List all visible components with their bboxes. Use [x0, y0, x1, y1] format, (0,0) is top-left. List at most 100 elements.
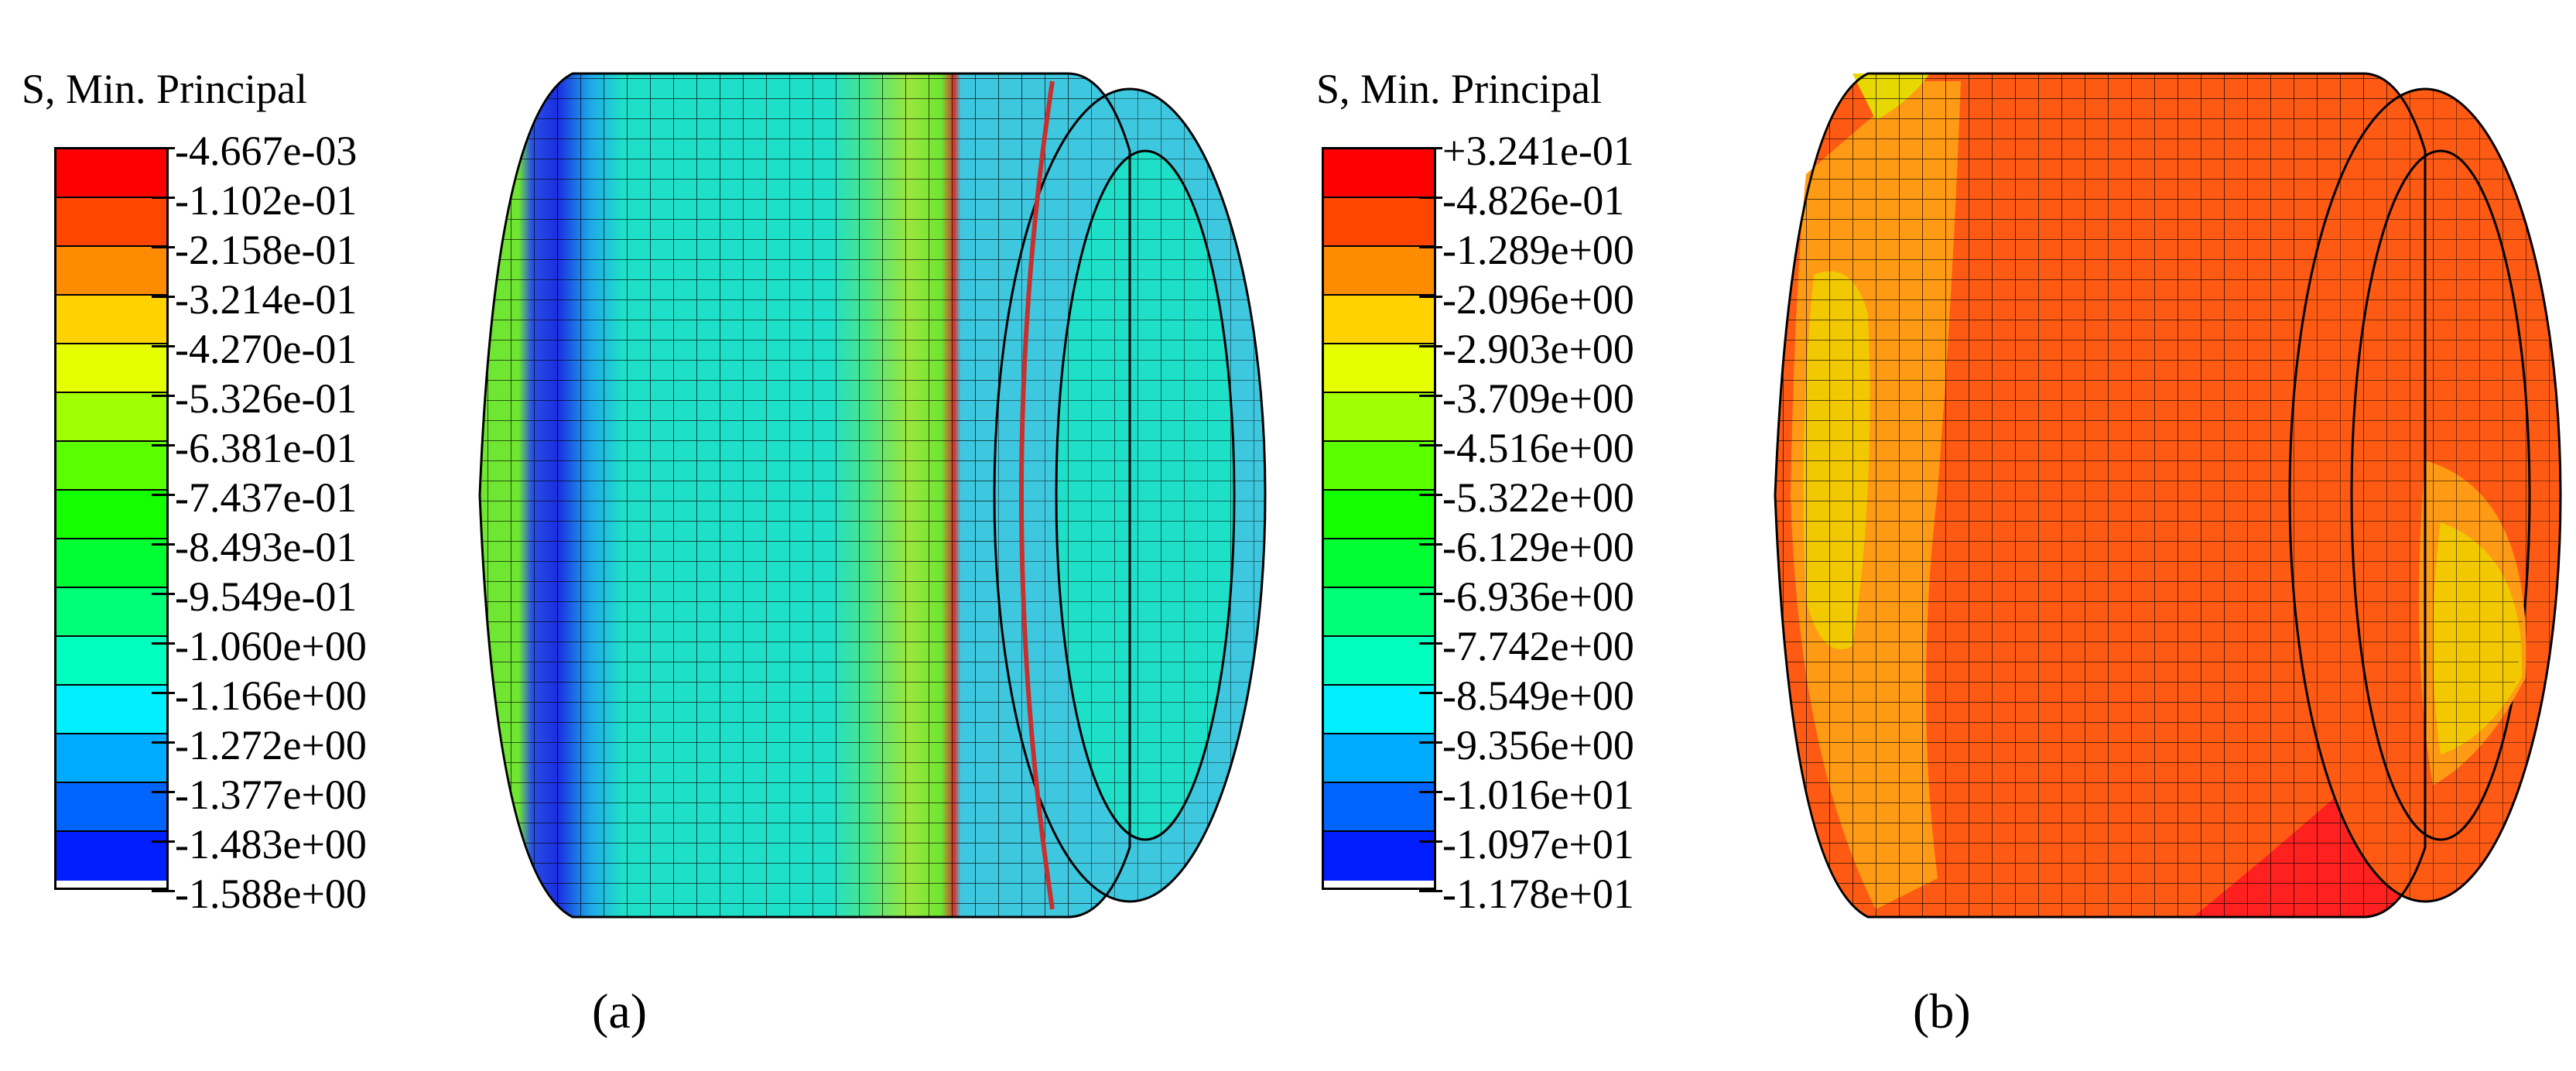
legend-value: -1.377e+00	[175, 772, 367, 818]
legend-value: -9.549e-01	[175, 573, 357, 620]
legend-tick	[152, 791, 175, 793]
legend-value: -6.381e-01	[175, 425, 357, 471]
legend-value: -1.102e-01	[175, 177, 357, 224]
legend-swatch	[1324, 149, 1434, 198]
legend-value: -1.060e+00	[175, 623, 367, 669]
legend-value: -4.516e+00	[1442, 425, 1634, 471]
legend-swatch	[56, 442, 166, 491]
legend-swatch	[56, 296, 166, 344]
legend-swatch	[1324, 393, 1434, 442]
legend-tick	[152, 692, 175, 694]
legend-tick	[1419, 494, 1442, 496]
legend-tick	[1419, 692, 1442, 694]
legend-swatch	[1324, 588, 1434, 637]
legend-swatch	[1324, 734, 1434, 783]
legend-swatch	[56, 247, 166, 296]
legend-value: -4.826e-01	[1442, 177, 1625, 224]
legend-tick	[152, 395, 175, 397]
legend-swatch	[56, 832, 166, 881]
legend-swatch	[56, 539, 166, 588]
legend-tick	[152, 197, 175, 199]
legend-tick	[1419, 642, 1442, 645]
legend-value: -1.178e+01	[1442, 871, 1634, 917]
legend-tick	[1419, 197, 1442, 199]
legend-value: -5.322e+00	[1442, 474, 1634, 521]
legend-value: -8.493e-01	[175, 524, 357, 570]
legend-tick	[1419, 444, 1442, 447]
legend-value: +3.241e-01	[1442, 128, 1634, 174]
legend-swatch	[1324, 247, 1434, 296]
legend-value: -7.742e+00	[1442, 623, 1634, 669]
legend-value: -1.166e+00	[175, 672, 367, 719]
panel-a: S, Min. Principal -4.667e-03 -1.102e-01 -2…	[0, 0, 1285, 1071]
legend-tick	[152, 890, 175, 892]
legend-value: -2.158e-01	[175, 227, 357, 273]
legend-value: -7.437e-01	[175, 474, 357, 521]
legend-value: -5.326e-01	[175, 375, 357, 422]
legend-value: -1.289e+00	[1442, 227, 1634, 273]
legend-swatch	[1324, 491, 1434, 539]
panel-b: S, Min. Principal +3.241e-01 -4.826e-01 -1…	[1285, 0, 2576, 1071]
legend-title: S, Min. Principal	[22, 66, 308, 112]
legend-swatch	[56, 686, 166, 734]
legend-tick	[152, 840, 175, 843]
legend-tick	[1419, 246, 1442, 248]
legend-tick	[152, 741, 175, 744]
legend-value: -6.129e+00	[1442, 524, 1634, 570]
legend-value: -1.483e+00	[175, 821, 367, 867]
legend-swatch	[56, 783, 166, 832]
legend-swatch	[56, 393, 166, 442]
legend-tick	[152, 444, 175, 447]
legend-swatch	[56, 344, 166, 393]
legend-tick	[1419, 147, 1442, 149]
legend-value: -8.549e+00	[1442, 672, 1634, 719]
legend-tick	[1419, 543, 1442, 546]
legend-swatch	[1324, 832, 1434, 881]
legend-tick	[152, 593, 175, 595]
legend-swatch	[56, 588, 166, 637]
legend-color-bar	[1322, 147, 1436, 890]
caption-b: (b)	[1913, 984, 1971, 1038]
legend-swatch	[56, 491, 166, 539]
legend-swatch	[1324, 783, 1434, 832]
legend-value: -1.097e+01	[1442, 821, 1634, 867]
legend-swatch	[1324, 637, 1434, 686]
legend-swatch	[56, 198, 166, 247]
legend-tick	[152, 246, 175, 248]
legend-tick	[1419, 791, 1442, 793]
legend-value: -2.096e+00	[1442, 276, 1634, 323]
cylinder-model-b	[1774, 72, 2562, 919]
legend-tick	[1419, 890, 1442, 892]
legend-swatch	[1324, 296, 1434, 344]
legend-value: -3.709e+00	[1442, 375, 1634, 422]
legend-tick	[152, 147, 175, 149]
legend-tick	[1419, 296, 1442, 298]
legend-value: -4.270e-01	[175, 326, 357, 372]
cylinder-model-a	[478, 72, 1267, 919]
legend-tick	[152, 543, 175, 546]
caption-a: (a)	[592, 984, 648, 1038]
legend-tick	[1419, 345, 1442, 347]
legend-tick	[1419, 593, 1442, 595]
legend-value: -6.936e+00	[1442, 573, 1634, 620]
legend-value: -4.667e-03	[175, 128, 357, 174]
legend-swatch	[1324, 686, 1434, 734]
legend-tick	[1419, 840, 1442, 843]
legend-tick	[152, 345, 175, 347]
legend-swatch	[1324, 539, 1434, 588]
legend-tick	[1419, 395, 1442, 397]
legend-value: -1.272e+00	[175, 722, 367, 768]
legend-value: -1.016e+01	[1442, 772, 1634, 818]
legend-swatch	[56, 149, 166, 198]
legend-value: -1.588e+00	[175, 871, 367, 917]
legend-swatch	[56, 734, 166, 783]
legend-color-bar	[54, 147, 169, 890]
legend-swatch	[1324, 442, 1434, 491]
legend-title: S, Min. Principal	[1316, 66, 1603, 112]
legend-tick	[152, 642, 175, 645]
legend-tick	[152, 494, 175, 496]
legend-tick	[152, 296, 175, 298]
legend-value: -3.214e-01	[175, 276, 357, 323]
legend-tick	[1419, 741, 1442, 744]
legend-swatch	[1324, 344, 1434, 393]
